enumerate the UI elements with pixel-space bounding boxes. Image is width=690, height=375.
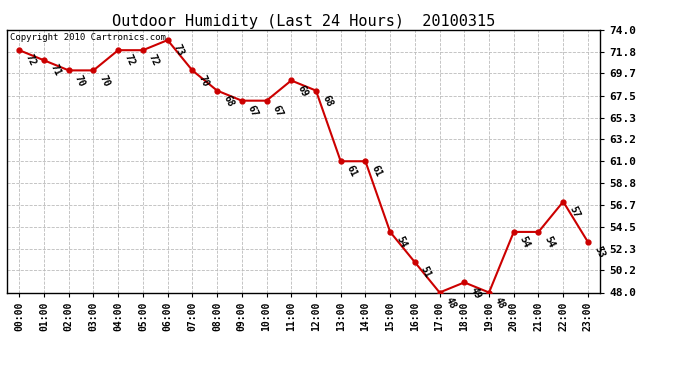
Text: 61: 61 <box>370 164 384 179</box>
Text: 73: 73 <box>172 43 186 58</box>
Title: Outdoor Humidity (Last 24 Hours)  20100315: Outdoor Humidity (Last 24 Hours) 2010031… <box>112 14 495 29</box>
Text: 72: 72 <box>147 53 161 68</box>
Text: Copyright 2010 Cartronics.com: Copyright 2010 Cartronics.com <box>10 33 166 42</box>
Text: 71: 71 <box>48 63 62 78</box>
Text: 51: 51 <box>419 265 433 280</box>
Text: 54: 54 <box>394 235 408 250</box>
Text: 68: 68 <box>320 93 334 108</box>
Text: 70: 70 <box>73 73 87 88</box>
Text: 70: 70 <box>197 73 210 88</box>
Text: 53: 53 <box>592 245 606 260</box>
Text: 61: 61 <box>345 164 359 179</box>
Text: 54: 54 <box>518 235 532 250</box>
Text: 68: 68 <box>221 93 235 108</box>
Text: 69: 69 <box>295 83 309 98</box>
Text: 57: 57 <box>567 204 582 219</box>
Text: 70: 70 <box>97 73 112 88</box>
Text: 54: 54 <box>542 235 557 250</box>
Text: 49: 49 <box>469 285 482 300</box>
Text: 48: 48 <box>444 295 457 310</box>
Text: 72: 72 <box>23 53 37 68</box>
Text: 67: 67 <box>270 104 285 118</box>
Text: 67: 67 <box>246 104 260 118</box>
Text: 72: 72 <box>122 53 137 68</box>
Text: 48: 48 <box>493 295 507 310</box>
